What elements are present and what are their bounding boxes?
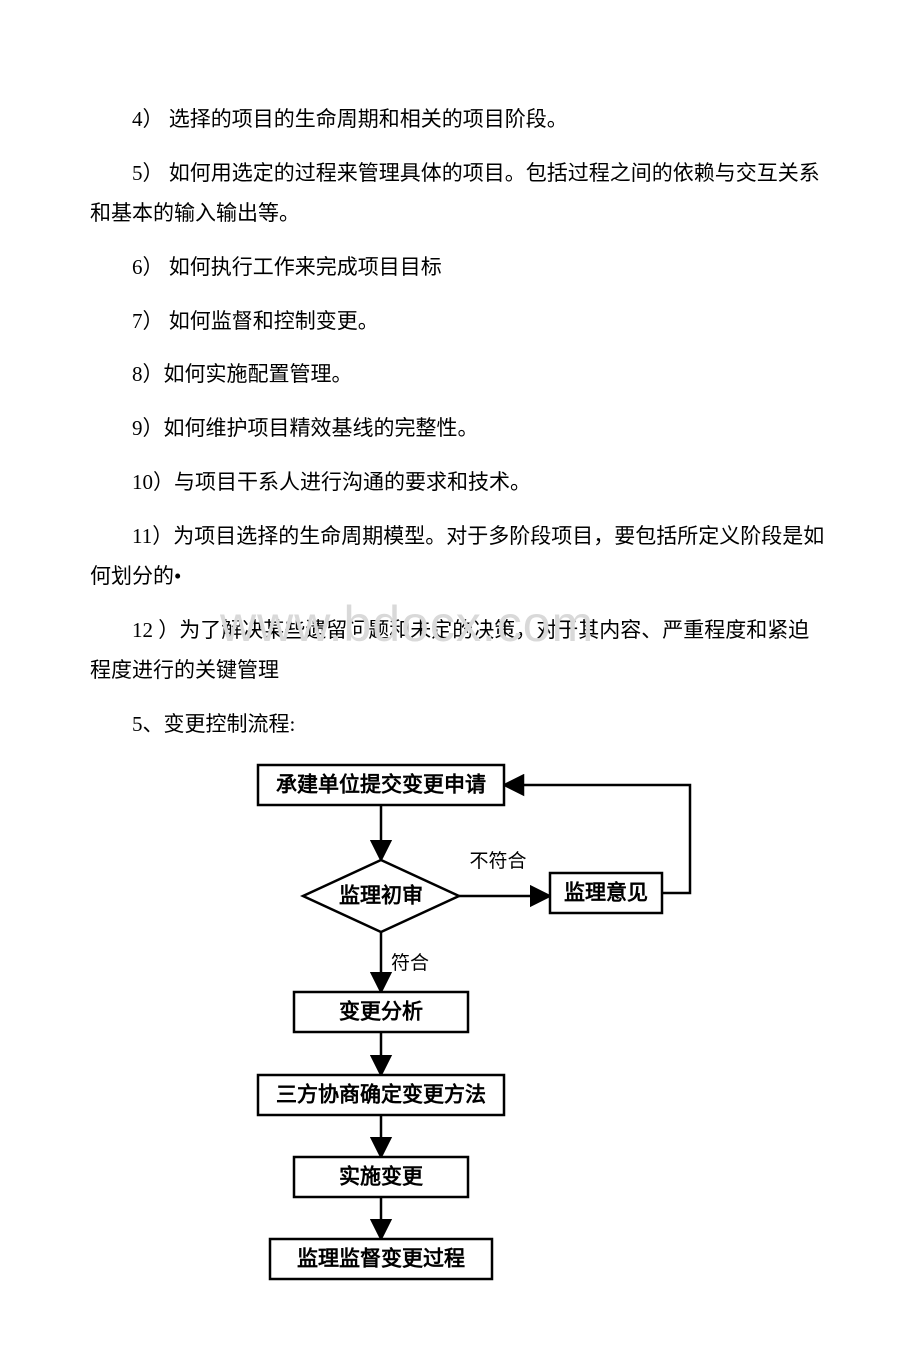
para-4: 4） 选择的项目的生命周期和相关的项目阶段。 <box>90 100 830 140</box>
flow-node-label-n2: 监理初审 <box>339 883 423 907</box>
flow-edge-label-e4: 符合 <box>391 952 429 974</box>
change-control-flowchart: 不符合符合 承建单位提交变更申请监理初审 监理意见变更分析三方协商确定变更方法实施变… <box>240 759 830 1294</box>
flow-node-label-n3: 监理意见 <box>564 880 648 904</box>
para-9: 9）如何维护项目精效基线的完整性。 <box>90 409 830 449</box>
flow-node-label-n7: 监理监督变更过程 <box>297 1246 465 1270</box>
flow-node-label-n6: 实施变更 <box>339 1164 424 1188</box>
section-5-heading: 5、变更控制流程: <box>90 705 830 745</box>
para-8: 8）如何实施配置管理。 <box>90 355 830 395</box>
para-11: 11）为项目选择的生命周期模型。对于多阶段项目，要包括所定义阶段是如何划分的• <box>90 517 830 597</box>
para-7: 7） 如何监督和控制变更。 <box>90 302 830 342</box>
flow-edge-label-e2: 不符合 <box>469 850 526 872</box>
para-10: 10）与项目干系人进行沟通的要求和技术。 <box>90 463 830 503</box>
para-5: 5） 如何用选定的过程来管理具体的项目。包括过程之间的依赖与交互关系和基本的输入… <box>90 154 830 234</box>
para-12: 12 ）为了解决某些遗留问题和未定的决策，对于其内容、严重程度和紧迫程度进行的关… <box>90 611 830 691</box>
para-6: 6） 如何执行工作来完成项目目标 <box>90 248 830 288</box>
flow-node-label-n1: 承建单位提交变更申请 <box>276 772 486 796</box>
flow-node-label-n5: 三方协商确定变更方法 <box>276 1082 486 1106</box>
flow-node-label-n4: 变更分析 <box>339 999 423 1023</box>
